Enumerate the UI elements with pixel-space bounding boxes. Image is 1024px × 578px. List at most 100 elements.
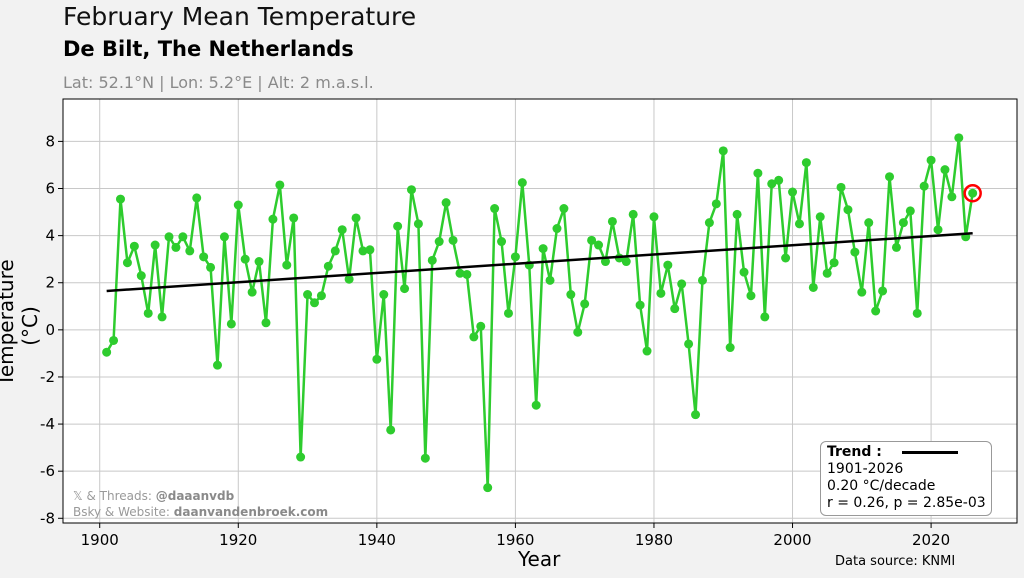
data-point-1922 [247,287,257,297]
data-point-1924 [261,318,271,328]
data-point-2018 [912,308,922,318]
credit-handle: @daaanvdb [155,489,235,503]
data-point-1996 [760,312,770,322]
data-point-1910 [164,232,174,242]
data-point-1919 [226,319,236,329]
data-point-1981 [656,288,666,298]
data-point-1974 [607,216,617,226]
data-point-1979 [642,346,652,356]
data-point-1937 [351,213,361,223]
data-point-1971 [587,235,597,245]
data-point-1994 [746,291,756,301]
data-point-1948 [427,255,437,265]
data-point-2011 [864,218,874,228]
data-point-1928 [289,213,299,223]
data-point-2008 [843,205,853,215]
data-point-1942 [386,425,396,435]
data-point-1963 [531,400,541,410]
data-point-2006 [829,258,839,268]
data-point-1939 [365,245,375,255]
data-point-1904 [122,258,132,268]
data-point-1914 [192,193,202,203]
x-tick-label: 1980 [635,531,673,549]
data-point-1980 [649,212,659,222]
data-point-1902 [109,335,119,345]
y-tick-label: 6 [45,180,55,198]
credit-line1-prefix: 𝕏 & Threads: [73,489,156,503]
data-point-2014 [885,172,895,182]
data-point-2021 [933,225,943,235]
credits: 𝕏 & Threads: @daaanvdb Bsky & Website: d… [73,488,328,520]
data-point-1985 [684,339,694,349]
data-point-2022 [940,165,950,175]
data-point-1957 [490,204,500,214]
data-point-1940 [372,354,382,364]
plot-frame [62,98,1018,524]
data-point-2023 [947,192,957,202]
data-point-1906 [136,271,146,281]
chart-title: February Mean Temperature [63,2,417,31]
data-point-1983 [670,304,680,314]
latest-year-highlight [963,183,982,203]
data-point-1901 [102,347,112,357]
y-tick-label: -6 [40,462,55,480]
data-point-1949 [434,237,444,247]
data-point-1954 [469,332,479,342]
data-point-2020 [926,155,936,165]
data-point-1961 [517,178,527,188]
data-point-1918 [219,232,229,242]
data-point-1959 [503,308,513,318]
data-point-1923 [254,257,264,267]
data-point-1984 [677,279,687,289]
data-point-1946 [413,219,423,229]
data-point-1976 [621,257,631,267]
data-point-1998 [774,175,784,185]
data-point-1951 [448,235,458,245]
data-point-1999 [781,253,791,263]
y-tick-label: -2 [40,368,55,386]
data-point-1986 [691,410,701,420]
data-point-1982 [663,260,673,270]
data-point-1970 [580,299,590,309]
data-point-1926 [275,180,285,190]
data-point-2013 [878,286,888,296]
data-point-1936 [344,274,354,284]
data-point-1995 [753,168,763,178]
data-point-1967 [559,204,569,214]
data-point-2009 [850,247,860,257]
chart-subtitle: De Bilt, The Netherlands [63,37,354,61]
data-point-1973 [600,257,610,267]
data-point-1938 [358,246,368,256]
legend-title: Trend : [827,444,882,460]
data-point-1911 [171,242,181,252]
y-axis-label: Temperature (°C) [0,259,42,386]
data-point-2015 [891,242,901,252]
data-point-1934 [330,246,340,256]
data-point-2019 [919,181,929,191]
data-point-2000 [788,187,798,197]
data-point-2024 [954,133,964,143]
data-point-1966 [552,224,562,234]
data-point-1920 [233,200,243,210]
data-point-1964 [538,244,548,254]
data-point-1997 [767,179,777,189]
data-point-2004 [815,212,825,222]
y-tick-label: 8 [45,132,55,150]
y-tick-label: -4 [40,415,55,433]
trend-line [106,232,973,293]
credit-website: daanvandenbroek.com [173,505,329,519]
data-point-1945 [406,185,416,195]
data-point-1958 [497,237,507,247]
data-point-1941 [379,290,389,300]
data-point-1947 [420,453,430,463]
data-point-1930 [303,290,313,300]
data-point-2026 [968,188,978,198]
x-tick-label: 1900 [81,531,119,549]
data-point-1915 [199,252,209,262]
data-point-1908 [150,240,160,250]
data-point-1935 [337,225,347,235]
data-point-1944 [400,284,410,294]
data-point-1927 [282,260,292,270]
credit-line2-prefix: Bsky & Website: [73,505,174,519]
